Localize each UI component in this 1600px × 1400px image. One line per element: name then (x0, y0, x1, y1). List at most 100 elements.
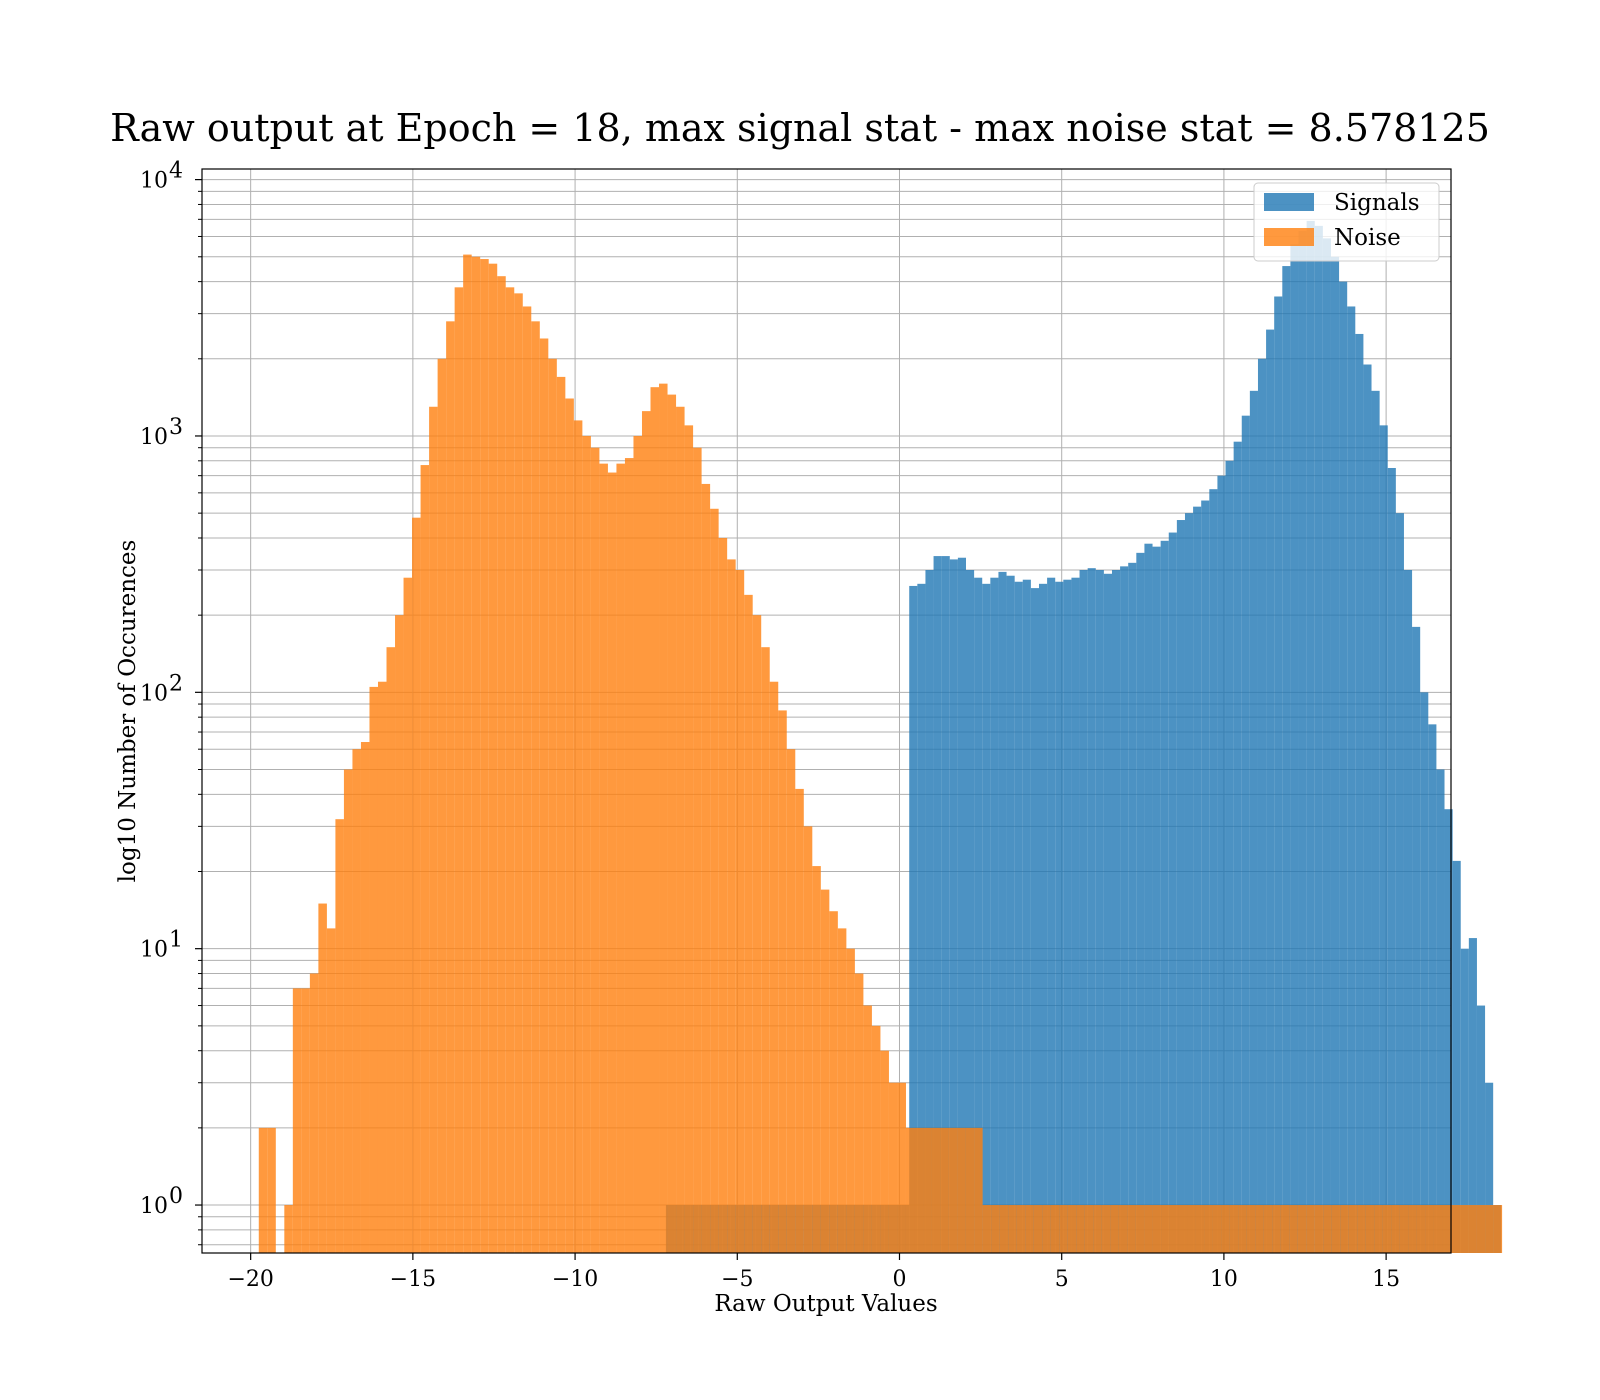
noise-bar-141 (1459, 1205, 1469, 1253)
noise-bar-114 (1229, 1205, 1239, 1253)
noise-bar-127 (1340, 1205, 1349, 1253)
noise-bar-16 (395, 615, 404, 1253)
signals-bar-87 (1371, 390, 1380, 1253)
noise-bar-120 (1280, 1205, 1290, 1253)
noise-bar-92 (1042, 1205, 1051, 1253)
signals-bar-61 (1160, 540, 1169, 1253)
signals-bar-40 (990, 577, 999, 1253)
signals-bar-90 (1395, 513, 1404, 1253)
signals-bar-34 (941, 556, 950, 1253)
noise-bar-61 (778, 710, 787, 1253)
signals-bar-31 (917, 583, 926, 1253)
noise-bar-70 (854, 973, 864, 1253)
noise-bar-99 (1101, 1205, 1111, 1253)
signals-bar-92 (1412, 626, 1421, 1253)
noise-bar-37 (573, 420, 583, 1253)
noise-bar-30 (514, 293, 523, 1254)
noise-bar-136 (1416, 1205, 1426, 1253)
noise-bar-23 (454, 287, 464, 1254)
legend-swatch-signals (1264, 193, 1314, 211)
noise-bar-5 (301, 988, 310, 1253)
noise-bar-139 (1442, 1205, 1451, 1253)
noise-bar-72 (871, 1025, 881, 1253)
noise-bar-115 (1238, 1205, 1247, 1253)
noise-bar-34 (548, 358, 557, 1253)
signals-bar-33 (933, 556, 942, 1253)
noise-bar-11 (352, 749, 361, 1253)
noise-bar-142 (1468, 1205, 1477, 1253)
noise-bar-46 (650, 387, 660, 1253)
y-tick-exponent-2: 2 (169, 671, 183, 696)
noise-bar-87 (999, 1205, 1009, 1253)
noise-bar-116 (1246, 1205, 1256, 1253)
y-tick-exponent-3: 3 (169, 415, 183, 440)
signals-bar-59 (1144, 543, 1153, 1253)
y-tick-label-1: 10 (140, 938, 168, 963)
noise-bar-137 (1425, 1205, 1434, 1253)
noise-bar-109 (1187, 1205, 1196, 1253)
noise-bar-12 (360, 742, 370, 1253)
noise-bar-103 (1135, 1205, 1145, 1253)
signals-bar-42 (1006, 575, 1015, 1253)
signals-bar-44 (1022, 579, 1031, 1253)
signals-bar-100 (1476, 1005, 1486, 1253)
noise-bar-119 (1272, 1205, 1281, 1253)
y-tick-exponent-0: 0 (169, 1184, 183, 1209)
signals-bar-81 (1322, 238, 1331, 1253)
noise-bar-29 (505, 287, 515, 1254)
legend-label-signals: Signals (1334, 190, 1420, 216)
signals-bar-76 (1282, 266, 1291, 1253)
signals-bar-74 (1266, 329, 1275, 1254)
noise-bar-144 (1485, 1205, 1494, 1253)
noise-bar-77 (914, 1127, 924, 1253)
x-tick-label-0: −20 (227, 1267, 273, 1292)
noise-bar-25 (471, 256, 481, 1253)
noise-bar-18 (412, 517, 421, 1253)
signals-bar-62 (1168, 532, 1177, 1253)
signals-bar-50 (1071, 577, 1080, 1253)
y-tick-label-2: 10 (140, 681, 168, 706)
noise-bar-6 (309, 973, 319, 1253)
signals-bar-72 (1249, 390, 1258, 1253)
noise-bar-39 (590, 447, 600, 1253)
signals-bar-55 (1111, 570, 1121, 1253)
noise-bar-27 (488, 263, 498, 1254)
noise-bar-125 (1323, 1205, 1332, 1253)
noise-bar-8 (326, 928, 336, 1253)
noise-bar-106 (1161, 1205, 1170, 1253)
noise-bar-74 (888, 1082, 898, 1253)
noise-bar-112 (1212, 1205, 1222, 1253)
noise-bar-42 (616, 463, 625, 1254)
noise-bar-40 (599, 463, 608, 1254)
noise-bar-52 (701, 483, 711, 1253)
noise-bar-53 (710, 508, 719, 1254)
noise-bar-90 (1025, 1205, 1034, 1253)
noise-bar-57 (744, 594, 753, 1253)
legend-swatch-noise (1264, 228, 1314, 246)
noise-bar-58 (752, 615, 762, 1253)
noise-bar-131 (1374, 1205, 1383, 1253)
y-axis-label: log10 Number of Occurences (115, 540, 141, 883)
signals-bar-39 (982, 583, 991, 1253)
x-tick-label-2: −10 (552, 1267, 598, 1292)
noise-bar-50 (684, 425, 694, 1253)
noise-bar-17 (403, 577, 413, 1253)
signals-bar-75 (1274, 296, 1283, 1253)
signals-bar-77 (1290, 244, 1299, 1254)
y-tick-label-3: 10 (140, 425, 168, 450)
noise-bar-135 (1408, 1205, 1417, 1253)
noise-bar-26 (480, 259, 489, 1253)
noise-bar-22 (446, 321, 455, 1253)
noise-bar-121 (1289, 1205, 1298, 1253)
noise-bar-100 (1110, 1205, 1119, 1253)
signals-bar-43 (1014, 581, 1023, 1253)
noise-bar-88 (1008, 1205, 1017, 1253)
signals-bar-68 (1217, 475, 1226, 1253)
signals-bar-99 (1468, 938, 1477, 1253)
signals-bar-82 (1330, 256, 1340, 1253)
x-tick-label-7: 15 (1372, 1267, 1400, 1292)
noise-bar-110 (1195, 1205, 1205, 1253)
noise-bar-38 (582, 435, 591, 1253)
noise-bar-55 (727, 559, 736, 1253)
signals-bar-38 (974, 577, 983, 1253)
